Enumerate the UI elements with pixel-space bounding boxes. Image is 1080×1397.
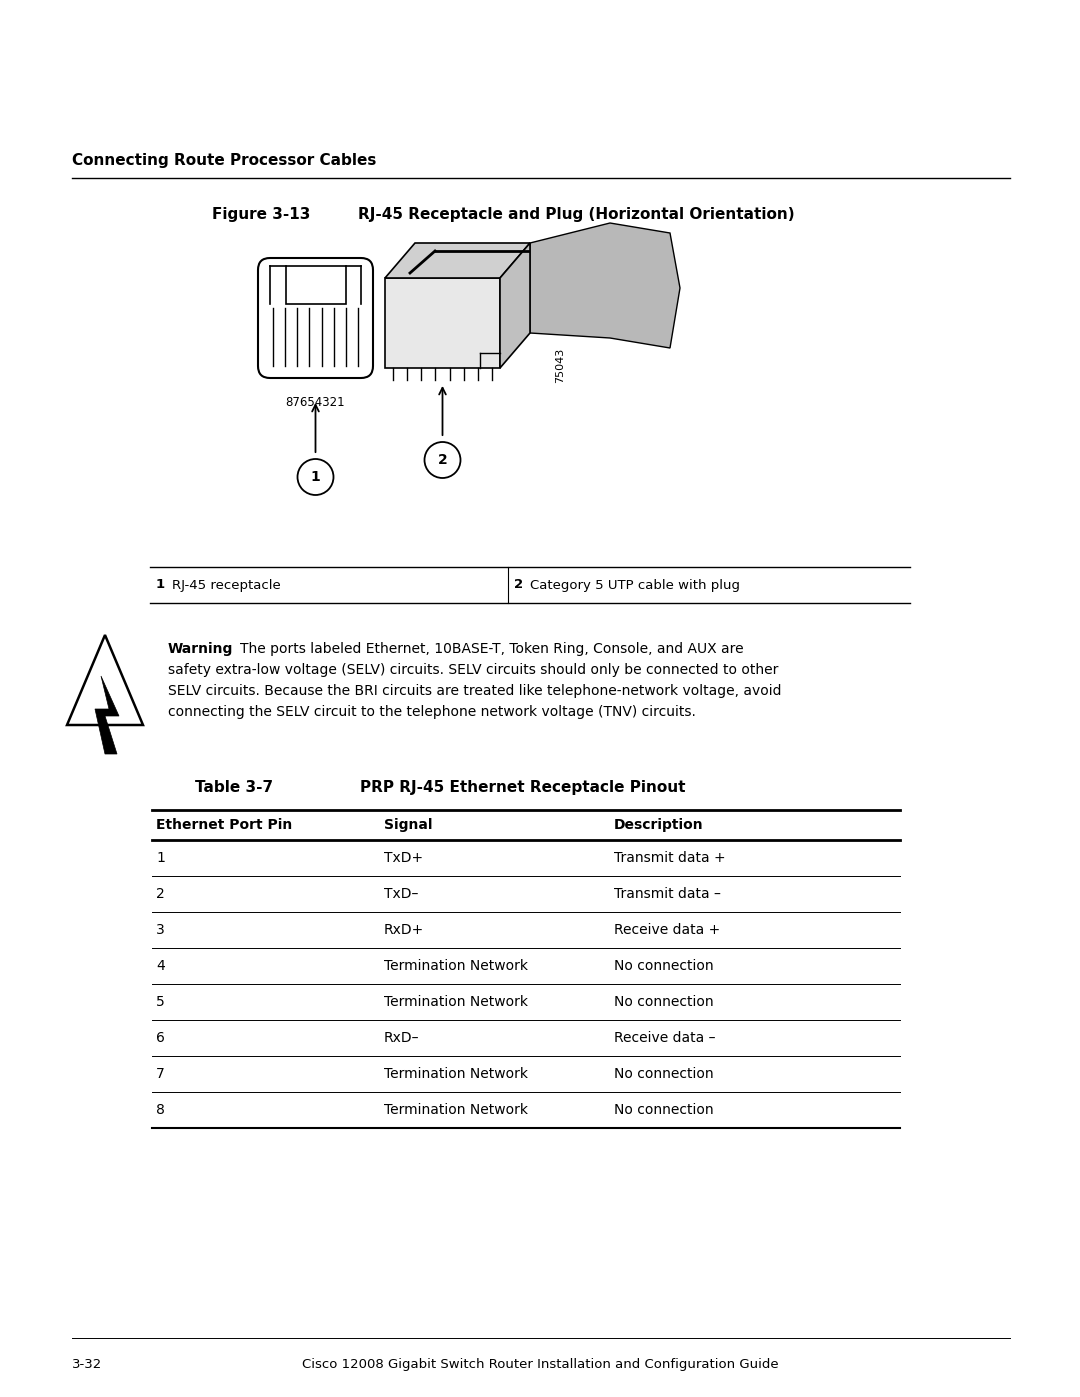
Text: Receive data +: Receive data + <box>615 923 720 937</box>
Bar <box>285 265 346 305</box>
Text: 1: 1 <box>311 469 321 483</box>
Text: No connection: No connection <box>615 958 714 972</box>
Bar <box>384 278 500 367</box>
Text: 3-32: 3-32 <box>72 1358 103 1370</box>
Polygon shape <box>530 224 680 348</box>
Text: TxD–: TxD– <box>384 887 418 901</box>
Text: 75043: 75043 <box>555 348 565 383</box>
Text: Connecting Route Processor Cables: Connecting Route Processor Cables <box>72 154 376 168</box>
Text: No connection: No connection <box>615 995 714 1009</box>
Polygon shape <box>95 676 119 754</box>
Text: 6: 6 <box>156 1031 165 1045</box>
Text: 1: 1 <box>156 851 165 865</box>
Circle shape <box>297 460 334 495</box>
Text: Transmit data –: Transmit data – <box>615 887 720 901</box>
Text: Table 3-7: Table 3-7 <box>195 780 273 795</box>
Text: Termination Network: Termination Network <box>384 1067 528 1081</box>
Text: Receive data –: Receive data – <box>615 1031 715 1045</box>
Text: Category 5 UTP cable with plug: Category 5 UTP cable with plug <box>530 578 740 591</box>
Text: Transmit data +: Transmit data + <box>615 851 726 865</box>
Text: connecting the SELV circuit to the telephone network voltage (TNV) circuits.: connecting the SELV circuit to the telep… <box>168 705 696 719</box>
Text: 5: 5 <box>156 995 165 1009</box>
Text: 87654321: 87654321 <box>286 395 346 409</box>
Circle shape <box>424 441 460 478</box>
Text: 7: 7 <box>156 1067 165 1081</box>
Text: Description: Description <box>615 819 704 833</box>
Text: RxD+: RxD+ <box>384 923 424 937</box>
Text: RJ-45 receptacle: RJ-45 receptacle <box>172 578 281 591</box>
Text: Signal: Signal <box>384 819 432 833</box>
Text: 3: 3 <box>156 923 165 937</box>
Text: Termination Network: Termination Network <box>384 958 528 972</box>
Text: 8: 8 <box>156 1104 165 1118</box>
Polygon shape <box>500 243 530 367</box>
Text: No connection: No connection <box>615 1104 714 1118</box>
Text: No connection: No connection <box>615 1067 714 1081</box>
Text: Termination Network: Termination Network <box>384 995 528 1009</box>
Text: Cisco 12008 Gigabit Switch Router Installation and Configuration Guide: Cisco 12008 Gigabit Switch Router Instal… <box>301 1358 779 1370</box>
Text: 2: 2 <box>437 453 447 467</box>
FancyBboxPatch shape <box>258 258 373 379</box>
Text: RJ-45 Receptacle and Plug (Horizontal Orientation): RJ-45 Receptacle and Plug (Horizontal Or… <box>357 207 795 222</box>
Text: 2: 2 <box>156 887 165 901</box>
Polygon shape <box>384 243 530 278</box>
Text: Ethernet Port Pin: Ethernet Port Pin <box>156 819 293 833</box>
Text: RxD–: RxD– <box>384 1031 419 1045</box>
Text: Figure 3-13: Figure 3-13 <box>212 207 310 222</box>
Text: safety extra-low voltage (SELV) circuits. SELV circuits should only be connected: safety extra-low voltage (SELV) circuits… <box>168 664 779 678</box>
Text: The ports labeled Ethernet, 10BASE-T, Token Ring, Console, and AUX are: The ports labeled Ethernet, 10BASE-T, To… <box>240 643 744 657</box>
Text: Warning: Warning <box>168 643 233 657</box>
Text: 4: 4 <box>156 958 165 972</box>
Text: 1: 1 <box>156 578 165 591</box>
Text: PRP RJ-45 Ethernet Receptacle Pinout: PRP RJ-45 Ethernet Receptacle Pinout <box>360 780 686 795</box>
Text: SELV circuits. Because the BRI circuits are treated like telephone-network volta: SELV circuits. Because the BRI circuits … <box>168 685 782 698</box>
Text: Termination Network: Termination Network <box>384 1104 528 1118</box>
Text: 2: 2 <box>514 578 523 591</box>
Text: TxD+: TxD+ <box>384 851 423 865</box>
